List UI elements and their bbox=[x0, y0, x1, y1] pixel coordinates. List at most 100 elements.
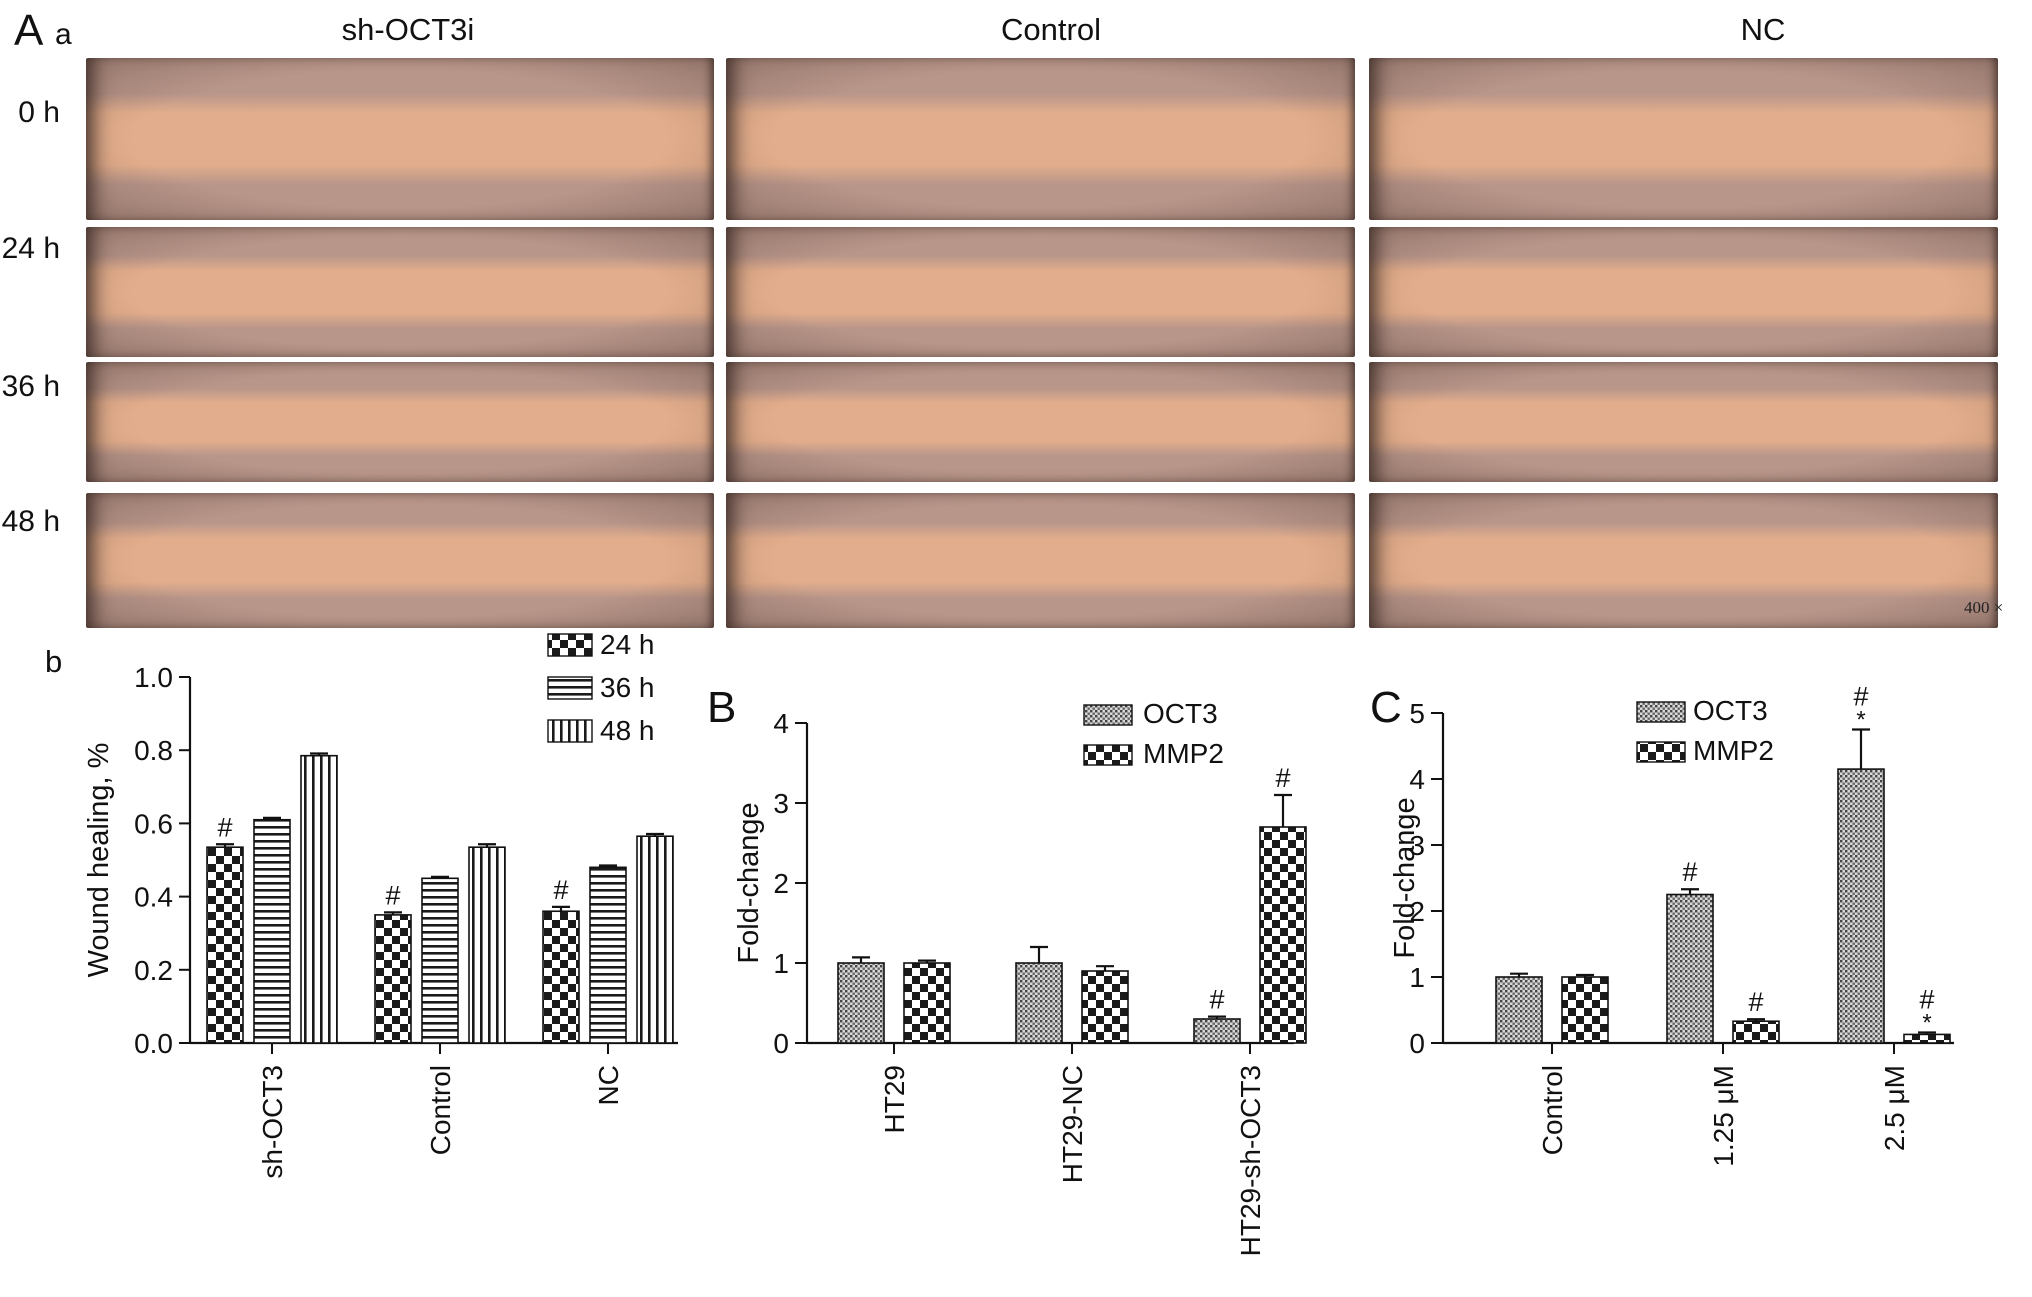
significance-hash: # bbox=[1275, 763, 1290, 793]
panel-label-B: B bbox=[707, 683, 736, 732]
row-label-0h: 0 h bbox=[18, 96, 60, 129]
micrograph-0-1 bbox=[726, 58, 1355, 220]
significance-hash: # bbox=[553, 875, 568, 905]
x-tick-label: NC bbox=[593, 1065, 624, 1105]
column-title-control: Control bbox=[1001, 12, 1101, 47]
x-tick-label: HT29 bbox=[879, 1065, 910, 1133]
bar-b-0-0 bbox=[206, 846, 244, 1044]
legend-label: 48 h bbox=[600, 715, 655, 746]
bar-B-1-0 bbox=[1015, 962, 1063, 1044]
subpanel-label-a: a bbox=[55, 18, 72, 51]
bar-B-2-0 bbox=[1193, 1018, 1241, 1044]
legend-label: OCT3 bbox=[1143, 698, 1218, 729]
legend-swatch bbox=[1083, 744, 1133, 766]
bar-b-2-1 bbox=[589, 866, 627, 1044]
y-tick-label: 0.8 bbox=[134, 735, 173, 766]
micrograph-1-2 bbox=[1369, 227, 1998, 357]
significance-hash: # bbox=[1748, 987, 1763, 1017]
y-axis-label: Wound healing, % bbox=[83, 743, 115, 978]
micrograph-3-1 bbox=[726, 493, 1355, 628]
row-label-24h: 24 h bbox=[1, 232, 60, 265]
column-title-sh-oct3i: sh-OCT3i bbox=[341, 12, 475, 47]
panel-label-C: C bbox=[1370, 683, 1402, 732]
row-label-48h: 48 h bbox=[1, 505, 60, 538]
legend-swatch bbox=[547, 719, 593, 743]
y-tick-label: 1 bbox=[1409, 962, 1425, 993]
x-tick-label: Control bbox=[1537, 1065, 1568, 1155]
micrograph-0-0 bbox=[86, 58, 714, 220]
legend-swatch bbox=[547, 676, 593, 700]
y-tick-label: 4 bbox=[1409, 764, 1425, 795]
micrograph-1-0 bbox=[86, 227, 714, 357]
bar-B-0-1 bbox=[903, 962, 951, 1044]
legend-label: MMP2 bbox=[1693, 735, 1774, 766]
bar-C-2-0 bbox=[1837, 768, 1885, 1044]
chart-b: b 0.0 0.2 0.4 0.6 0.8 1.0 Wound healing, % # sh-O… bbox=[45, 629, 678, 1179]
y-tick-label: 2 bbox=[773, 868, 789, 899]
micrograph-2-1 bbox=[726, 362, 1355, 482]
y-axis-label: Fold-change bbox=[733, 802, 765, 963]
y-tick-label: 2 bbox=[1409, 896, 1425, 927]
bar-b-0-1 bbox=[253, 818, 291, 1044]
x-tick-label: HT29-sh-OCT3 bbox=[1235, 1065, 1266, 1256]
legend-label: 24 h bbox=[600, 629, 655, 660]
chart-B: B 0 1 2 3 4 Fold-change HT29 HT29-NC # # HT29-sh-OC… bbox=[707, 683, 1307, 1256]
x-tick-label: 2.5 μM bbox=[1879, 1065, 1910, 1151]
micrograph-3-0 bbox=[86, 493, 714, 628]
legend-swatch bbox=[1636, 701, 1686, 723]
bar-C-0-1 bbox=[1561, 976, 1609, 1044]
bar-C-1-0 bbox=[1666, 893, 1714, 1044]
y-tick-label: 0 bbox=[1409, 1028, 1425, 1059]
significance-hash: # bbox=[1919, 984, 1934, 1014]
significance-star: * bbox=[1922, 1009, 1931, 1036]
bar-C-1-1 bbox=[1732, 1020, 1780, 1044]
significance-hash: # bbox=[1682, 857, 1697, 887]
y-tick-label: 0.6 bbox=[134, 808, 173, 839]
significance-hash: # bbox=[217, 812, 232, 842]
y-tick-label: 1.0 bbox=[134, 662, 173, 693]
row-label-36h: 36 h bbox=[1, 370, 60, 403]
bar-b-2-2 bbox=[636, 835, 674, 1044]
y-tick-label: 0.0 bbox=[134, 1028, 173, 1059]
legend-label: MMP2 bbox=[1143, 738, 1224, 769]
bar-b-0-2 bbox=[300, 754, 338, 1044]
y-tick-label: 1 bbox=[773, 948, 789, 979]
x-tick-label: Control bbox=[425, 1065, 456, 1155]
bar-B-1-1 bbox=[1081, 970, 1129, 1044]
y-tick-label: 3 bbox=[773, 788, 789, 819]
bar-B-2-1 bbox=[1259, 826, 1307, 1044]
panel-label-b: b bbox=[45, 644, 62, 679]
y-tick-label: 4 bbox=[773, 708, 789, 739]
legend-swatch bbox=[1083, 704, 1133, 726]
micrograph-1-1 bbox=[726, 227, 1355, 357]
y-axis-label: Fold-change bbox=[1389, 797, 1421, 958]
micrograph-3-2 bbox=[1369, 493, 1998, 628]
significance-hash: # bbox=[1853, 682, 1868, 712]
micrograph-2-2 bbox=[1369, 362, 1998, 482]
bar-b-1-2 bbox=[468, 846, 506, 1044]
significance-hash: # bbox=[1209, 985, 1224, 1015]
legend-swatch bbox=[547, 633, 593, 657]
bar-b-2-0 bbox=[542, 910, 580, 1044]
bar-b-1-0 bbox=[374, 914, 412, 1044]
legend-label: 36 h bbox=[600, 672, 655, 703]
significance-hash: # bbox=[385, 880, 400, 910]
y-tick-label: 0.4 bbox=[134, 882, 173, 913]
x-tick-label: HT29-NC bbox=[1057, 1065, 1088, 1183]
y-tick-label: 0.2 bbox=[134, 955, 173, 986]
bar-B-0-0 bbox=[837, 962, 885, 1044]
bar-b-1-1 bbox=[421, 877, 459, 1044]
y-tick-label: 3 bbox=[1409, 830, 1425, 861]
bar-C-0-0 bbox=[1495, 976, 1543, 1044]
x-tick-label: 1.25 μM bbox=[1708, 1065, 1739, 1167]
column-title-nc: NC bbox=[1740, 12, 1786, 47]
legend-swatch bbox=[1636, 741, 1686, 763]
panel-label-A: A bbox=[14, 6, 44, 55]
x-tick-label: sh-OCT3 bbox=[257, 1065, 288, 1179]
y-tick-label: 0 bbox=[773, 1028, 789, 1059]
significance-star: * bbox=[1856, 707, 1865, 734]
micrograph-2-0 bbox=[86, 362, 714, 482]
micrograph-0-2 bbox=[1369, 58, 1998, 220]
